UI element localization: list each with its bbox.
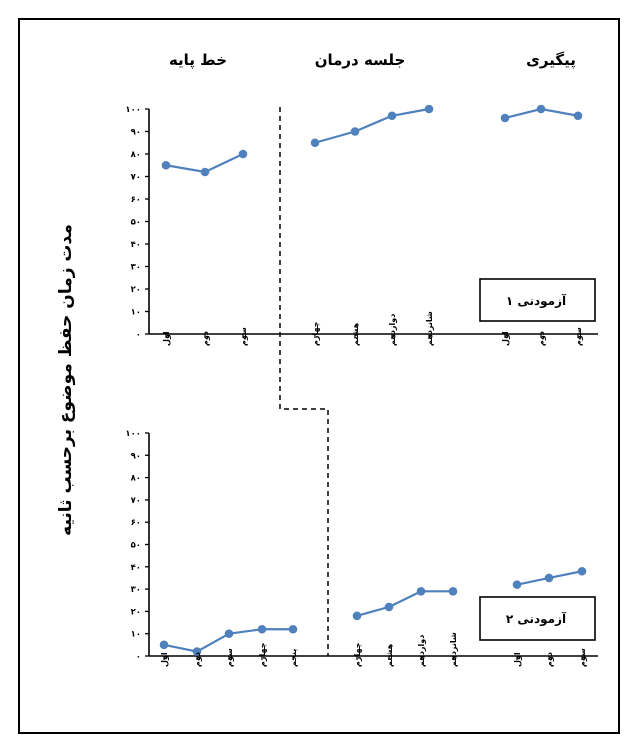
y-tick-label: ۳۰ <box>131 585 141 595</box>
x-tick-label: هشتم <box>385 643 394 667</box>
x-tick-label: شانزدهم <box>425 311 434 346</box>
x-tick-label: دوازدهم <box>388 314 397 346</box>
x-tick-label: دوم <box>537 331 546 346</box>
phase-label-baseline: خط پایه <box>169 51 227 70</box>
x-tick-label: اول <box>162 331 171 346</box>
y-tick-label: ۸۰ <box>131 150 141 160</box>
data-point <box>577 566 587 576</box>
y-tick-label: ۶۰ <box>131 195 141 205</box>
participant-label-box <box>479 596 596 641</box>
data-point <box>192 647 202 656</box>
data-point <box>200 167 210 177</box>
x-tick-label: چهارم <box>258 642 267 667</box>
data-point <box>350 127 360 136</box>
series-line-p2-phase2 <box>356 590 453 617</box>
x-tick-label: هشتم <box>351 322 360 346</box>
data-point <box>384 602 394 612</box>
x-tick-label: سوم <box>225 648 234 667</box>
x-tick-label: سوم <box>574 327 583 346</box>
data-point <box>161 160 171 170</box>
data-point <box>536 104 546 114</box>
y-tick-label: ۴۰ <box>131 240 141 250</box>
data-point <box>352 611 362 621</box>
data-point <box>310 138 320 148</box>
y-tick-label: ۱۰ <box>131 308 141 318</box>
y-tick-label: ۹۰ <box>131 128 141 138</box>
y-tick-label: ۳۰ <box>131 263 141 273</box>
x-tick-label: چهارم <box>311 321 320 346</box>
x-tick-label: اول <box>501 331 510 346</box>
data-point <box>500 113 510 123</box>
y-tick-label: ۷۰ <box>131 173 141 183</box>
x-tick-label: اول <box>160 652 169 667</box>
x-tick-label: اول <box>513 652 522 667</box>
y-tick-label: ۵۰ <box>131 218 141 228</box>
x-tick-label: دوم <box>545 652 554 667</box>
y-tick-label: ۲۰ <box>131 607 141 617</box>
data-point <box>573 111 583 121</box>
participant-label: آزمودنی ۱ <box>506 293 567 309</box>
y-tick-label: ۷۰ <box>131 496 141 506</box>
y-tick-label: ۵۰ <box>131 541 141 551</box>
data-point <box>448 587 458 596</box>
y-tick-label: ۰ <box>136 330 141 340</box>
data-point <box>257 624 267 634</box>
phase-change-line <box>279 107 329 656</box>
phase-label-followup: پیگیری <box>526 51 576 70</box>
x-tick-label: سوم <box>239 327 248 346</box>
participant-label-box <box>479 278 596 322</box>
data-point <box>224 629 234 639</box>
data-point <box>416 587 426 596</box>
figure-frame <box>18 18 620 734</box>
y-tick-label: ۰ <box>136 652 141 662</box>
phase-label-treatment: جلسه درمان <box>315 51 406 69</box>
y-tick-label: ۶۰ <box>131 518 141 528</box>
y-tick-label: ۱۰۰ <box>125 105 141 115</box>
y-axis-label: مدت زمان حفظ موضوع برحسب ثانیه <box>56 224 76 536</box>
y-tick-label: ۱۰۰ <box>125 429 141 439</box>
data-point <box>544 573 554 583</box>
x-tick-label: پنجم <box>289 649 298 667</box>
data-point <box>387 111 397 121</box>
x-tick-label: سوم <box>578 648 587 667</box>
data-point <box>159 640 169 650</box>
data-point <box>238 149 248 159</box>
participant-label: آزمودنی ۲ <box>506 611 567 627</box>
x-tick-label: چهارم <box>353 642 362 667</box>
y-tick-label: ۹۰ <box>131 451 141 461</box>
data-point <box>424 104 434 114</box>
data-point <box>288 624 298 634</box>
y-tick-label: ۱۰ <box>131 630 141 640</box>
x-tick-label: دوازدهم <box>417 635 426 667</box>
data-point <box>512 580 522 589</box>
y-tick-label: ۴۰ <box>131 563 141 573</box>
x-tick-label: شانزدهم <box>449 632 458 667</box>
x-tick-label: دوم <box>201 331 210 346</box>
x-tick-label: دوم <box>193 652 202 667</box>
series-line-p1-phase2 <box>314 107 430 144</box>
y-tick-label: ۲۰ <box>131 285 141 295</box>
y-tick-label: ۸۰ <box>131 474 141 484</box>
